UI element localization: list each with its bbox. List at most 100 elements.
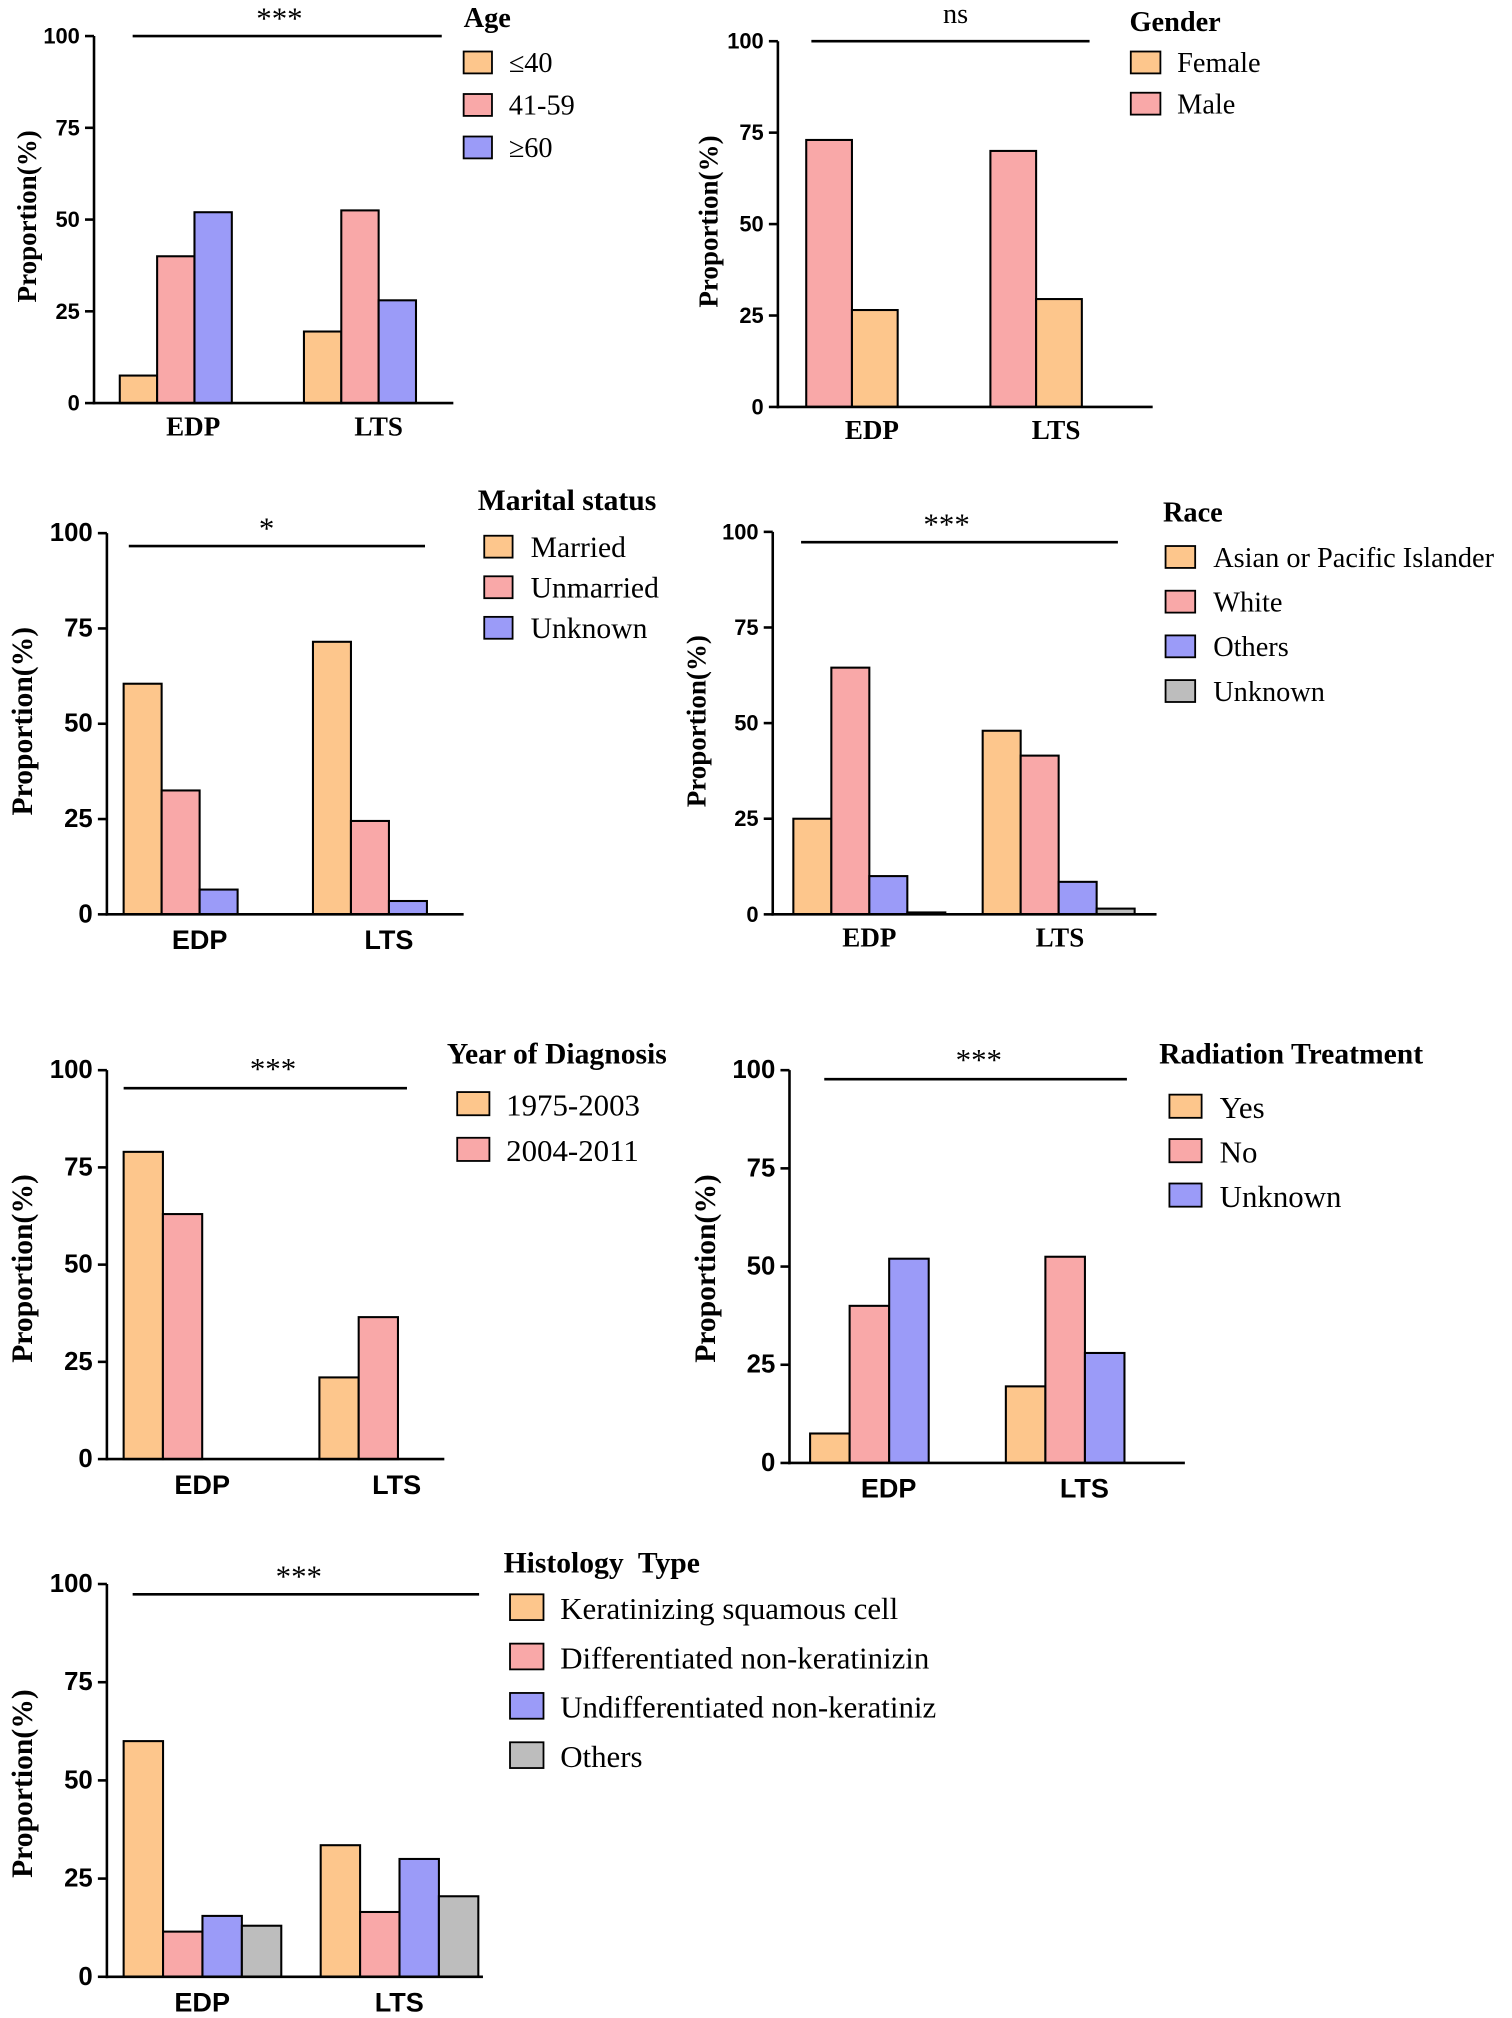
bar-radiation-treatment-edp-no [848, 1304, 891, 1464]
significance-label: ns [943, 0, 968, 30]
legend-label-female: Female [1177, 48, 1260, 79]
legend-swatch-2004-2011 [456, 1136, 491, 1162]
bar-gender-edp-male [805, 138, 853, 408]
legend-label-undifferentiated-non-keratiniz: Undifferentiated non-keratiniz [560, 1690, 936, 1725]
x-tick-label-edp: EDP [166, 411, 220, 441]
bar-age-edp-ge60 [193, 211, 233, 405]
bar-histology-type-edp-undifferentiated-non-keratiniz [201, 1914, 243, 1978]
legend-swatch-unmarried [483, 575, 514, 600]
legend-label-male: Male [1177, 89, 1235, 120]
y-axis-label: Proportion(%) [7, 1689, 39, 1878]
significance-label: *** [276, 1559, 322, 1594]
legend-swatch-others [1164, 634, 1197, 659]
chart-race: 0 25 50 75 100 Proportion(%) EDP LTS *** Race Asia… [682, 498, 1495, 953]
y-tick-label: 100 [43, 24, 80, 49]
legend-label-keratinizing-squamous-cell: Keratinizing squamous cell [560, 1591, 898, 1626]
y-tick-label: 25 [734, 806, 758, 831]
y-tick-label: 0 [746, 902, 758, 927]
y-tick-label: 0 [761, 1449, 775, 1477]
significance-label: *** [250, 1051, 296, 1086]
legend-swatch-married [483, 534, 514, 559]
legend-swatch-asian-or-pacific-islander [1164, 545, 1197, 569]
legend-label-differentiated-non-keratinizin: Differentiated non-keratinizin [560, 1640, 929, 1675]
y-tick-label: 75 [739, 120, 763, 145]
legend-label-others: Others [1213, 632, 1289, 663]
legend-label-2004-2011: 2004-2011 [506, 1133, 639, 1168]
y-tick-label: 100 [50, 1056, 93, 1084]
x-tick-label-lts: LTS [1032, 415, 1081, 445]
x-tick-label-lts: LTS [372, 1470, 421, 1500]
bar-histology-type-edp-keratinizing-squamous-cell [122, 1740, 165, 1978]
bar-histology-type-lts-others [437, 1895, 480, 1978]
legend-swatch-female [1129, 50, 1162, 75]
bar-marital-status-edp-married [122, 682, 163, 916]
y-tick-label: 25 [739, 303, 763, 328]
y-tick-label: 75 [747, 1154, 776, 1182]
y-axis-label: Proportion(%) [12, 130, 42, 302]
bar-gender-lts-male [989, 149, 1038, 408]
legend-swatch-ge60 [462, 135, 493, 160]
significance-label: *** [923, 506, 969, 541]
bar-marital-status-lts-unknown [387, 899, 428, 916]
bar-year-of-diagnosis-lts-2004-2011 [357, 1316, 399, 1461]
legend-swatch-1975-2003 [456, 1091, 491, 1117]
legend-swatch-others [509, 1741, 545, 1769]
chart-gender: 0 25 50 75 100 Proportion(%) EDP LTS ns Gender Fem… [693, 0, 1260, 445]
legend: Age ≤40 41-59 ≥60 [462, 3, 575, 164]
legend-title: Race [1163, 498, 1223, 529]
y-tick-label: 25 [747, 1351, 776, 1379]
legend-swatch-differentiated-non-keratinizin [509, 1642, 545, 1671]
y-axis-label: Proportion(%) [7, 1174, 39, 1363]
chart-age: 0 25 50 75 100 Proportion(%) EDP LTS *** Age ≤40 41… [12, 0, 575, 441]
bar-age-lts-41-59 [340, 209, 380, 405]
y-axis-label: Proportion(%) [693, 135, 723, 307]
chart-marital-status: 0 25 50 75 100 Proportion(%) EDP LTS * Marital st… [7, 485, 659, 955]
y-tick-label: 100 [722, 519, 759, 544]
legend-swatch-keratinizing-squamous-cell [509, 1593, 545, 1621]
x-tick-label-lts: LTS [1036, 923, 1085, 953]
x-tick-label-lts: LTS [375, 1988, 424, 2018]
bar-year-of-diagnosis-edp-1975-2003 [122, 1150, 164, 1461]
legend-swatch-unknown [1168, 1182, 1203, 1208]
x-tick-label-lts: LTS [354, 411, 403, 441]
bar-histology-type-edp-others [240, 1924, 283, 1978]
legend: Marital status Married Unmarried Unknown [478, 485, 659, 645]
y-tick-label: 50 [739, 212, 763, 237]
y-tick-label: 75 [734, 615, 758, 640]
y-tick-label: 25 [64, 1865, 93, 1893]
y-tick-label: 25 [64, 805, 93, 833]
bar-race-lts-asian-or-pacific-islander [981, 729, 1022, 916]
legend-title: Year of Diagnosis [447, 1039, 667, 1071]
legend-title: Age [464, 3, 511, 34]
legend-label-others: Others [560, 1739, 642, 1774]
y-tick-label: 50 [64, 1766, 93, 1794]
legend-label-white: White [1213, 587, 1282, 618]
y-tick-label: 0 [78, 1445, 92, 1473]
y-tick-label: 25 [64, 1348, 93, 1376]
bar-race-lts-others [1057, 880, 1098, 916]
y-tick-label: 25 [56, 299, 80, 324]
y-tick-label: 100 [50, 519, 93, 547]
legend: Gender Female Male [1129, 7, 1260, 121]
y-tick-label: 50 [64, 710, 93, 738]
legend: Race Asian or Pacific Islander White Others… [1163, 498, 1495, 708]
bar-age-lts-ge60 [377, 299, 418, 405]
bar-marital-status-lts-unmarried [349, 819, 390, 916]
x-tick-label-edp: EDP [172, 925, 228, 955]
bar-histology-type-lts-keratinizing-squamous-cell [319, 1844, 362, 1978]
legend-label-unknown: Unknown [1220, 1179, 1342, 1214]
bar-age-lts-le40 [302, 330, 343, 405]
chart-year-of-diagnosis: 0 25 50 75 100 Proportion(%) EDP LTS *** Year of … [7, 1039, 667, 1500]
legend-label-unmarried: Unmarried [531, 573, 659, 605]
legend-swatch-unknown [1164, 679, 1197, 703]
legend-swatch-white [1164, 589, 1197, 614]
y-axis-label: Proportion(%) [690, 1174, 722, 1363]
y-tick-label: 75 [64, 1153, 93, 1181]
y-axis-label: Proportion(%) [7, 627, 39, 816]
bar-radiation-treatment-edp-yes [809, 1432, 851, 1464]
bar-marital-status-edp-unknown [198, 888, 239, 916]
y-tick-label: 100 [727, 29, 764, 54]
bar-gender-lts-female [1035, 298, 1083, 408]
legend-title: Gender [1129, 7, 1220, 38]
